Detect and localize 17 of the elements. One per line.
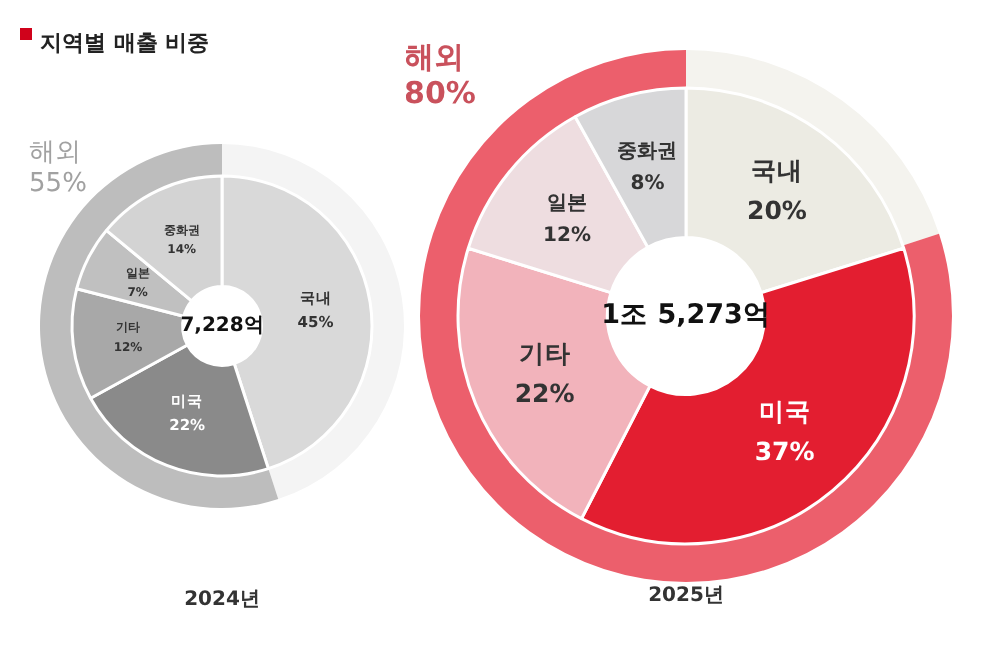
- slice-label: 중화권: [617, 140, 678, 163]
- chart-title: 지역별 매출 비중: [40, 28, 210, 58]
- text: 2025년: [648, 585, 724, 608]
- slice-label: 국내: [750, 155, 803, 186]
- data-label: 55%: [29, 169, 87, 200]
- slice-label: 기타: [518, 337, 571, 368]
- data-label: 22%: [514, 377, 576, 408]
- data-label: 80%: [404, 75, 476, 112]
- slice-label: 미국: [758, 395, 811, 426]
- slice-label: 해외: [29, 138, 82, 169]
- slice-label: 일본: [547, 192, 588, 215]
- data-label: 20%: [746, 195, 808, 226]
- text: 2024년: [184, 589, 260, 612]
- data-label: 8%: [630, 172, 665, 195]
- data-label: 12%: [543, 224, 591, 247]
- text: 7,228억: [180, 315, 264, 338]
- data-label: 37%: [754, 435, 816, 466]
